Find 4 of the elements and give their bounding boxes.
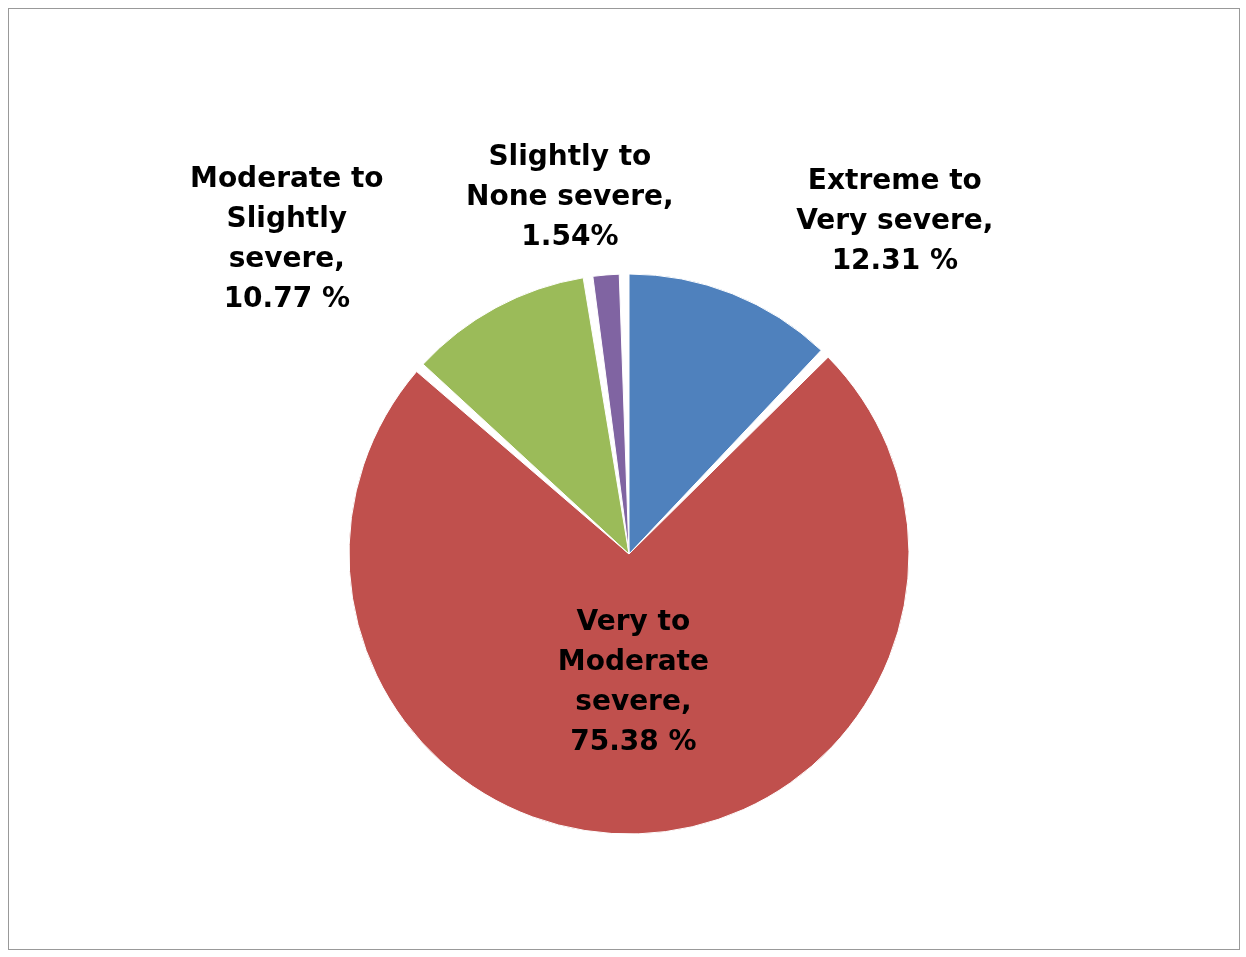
slice-label: Very to Moderate severe, 75.38 % [557,603,710,757]
slice-label: Moderate to Slightly severe, 10.77 % [190,160,384,314]
slice-label: Extreme to Very severe, 12.31 % [796,162,994,276]
slice-label: Slightly to None severe, 1.54% [466,138,674,252]
